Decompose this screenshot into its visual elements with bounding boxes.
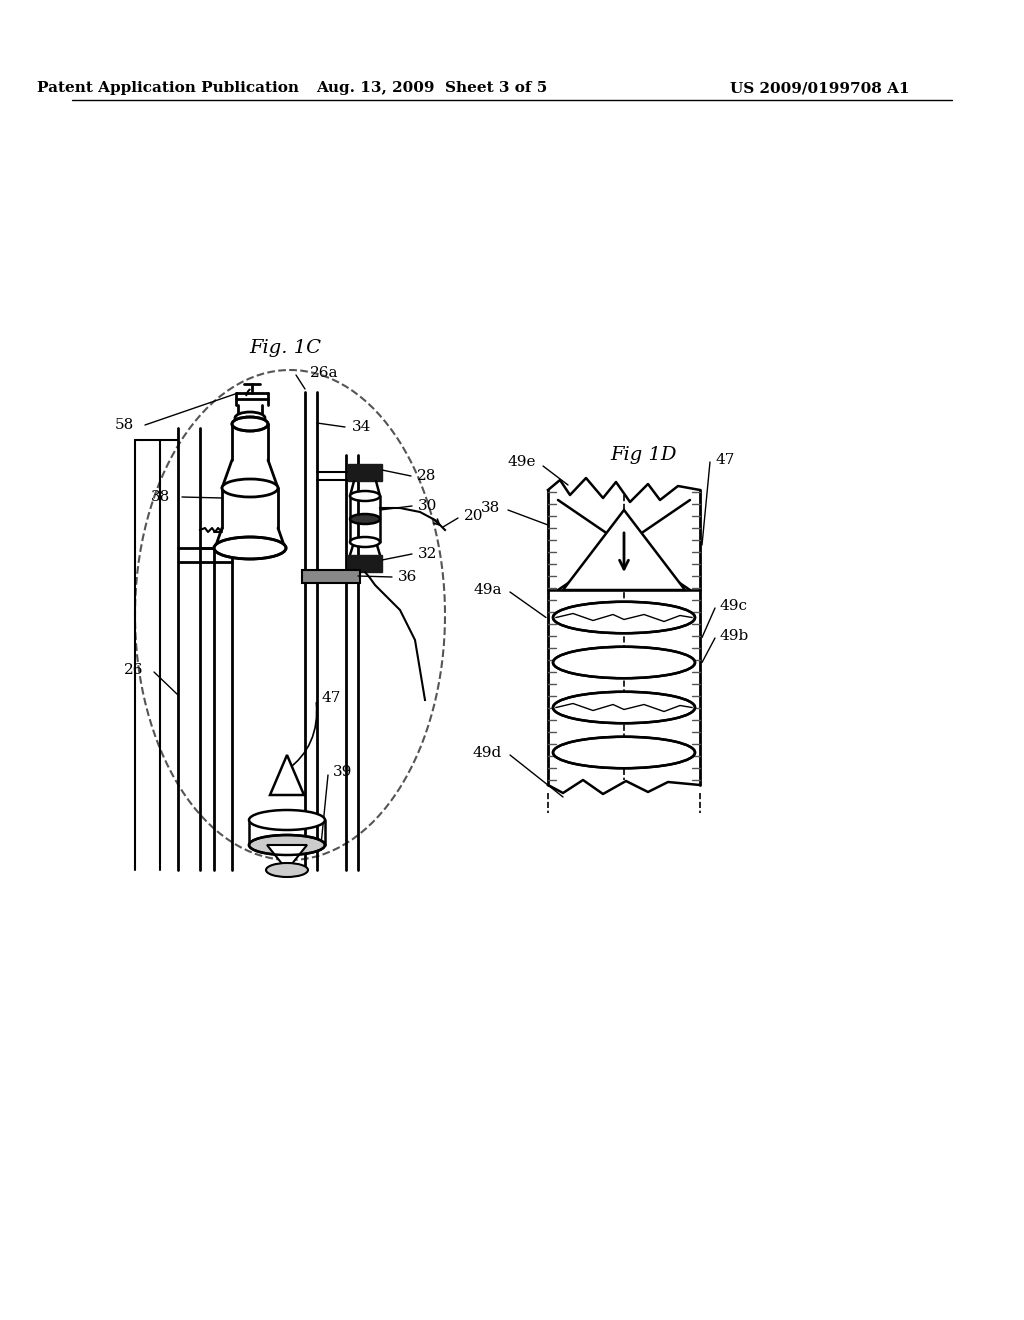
Text: 26: 26 (124, 663, 143, 677)
Ellipse shape (249, 810, 325, 830)
Ellipse shape (350, 537, 380, 546)
Polygon shape (267, 845, 307, 870)
Ellipse shape (553, 602, 695, 634)
Text: 49b: 49b (720, 630, 750, 643)
Polygon shape (348, 554, 382, 572)
Polygon shape (563, 510, 685, 590)
Text: Fig. 1C: Fig. 1C (249, 339, 321, 356)
Ellipse shape (553, 737, 695, 768)
Text: Fig 1D: Fig 1D (610, 446, 677, 465)
Text: 26a: 26a (310, 366, 339, 380)
Text: 49d: 49d (473, 746, 502, 760)
Text: 28: 28 (417, 469, 436, 483)
Ellipse shape (350, 513, 380, 524)
Text: 47: 47 (322, 690, 341, 705)
Ellipse shape (222, 479, 278, 498)
Text: 39: 39 (333, 766, 352, 779)
Ellipse shape (553, 692, 695, 723)
Ellipse shape (232, 417, 268, 432)
Text: 38: 38 (480, 502, 500, 515)
Ellipse shape (214, 537, 286, 558)
Ellipse shape (249, 836, 325, 855)
Text: US 2009/0199708 A1: US 2009/0199708 A1 (730, 81, 909, 95)
Polygon shape (270, 755, 304, 795)
Text: 49e: 49e (508, 455, 536, 469)
Text: 38: 38 (151, 490, 170, 504)
Text: Aug. 13, 2009  Sheet 3 of 5: Aug. 13, 2009 Sheet 3 of 5 (316, 81, 548, 95)
Polygon shape (348, 465, 382, 480)
Ellipse shape (553, 647, 695, 678)
Text: 30: 30 (418, 499, 437, 513)
Text: 34: 34 (352, 420, 372, 434)
Text: 58: 58 (115, 418, 134, 432)
Text: 36: 36 (398, 570, 418, 583)
Text: 20: 20 (464, 510, 483, 523)
Text: Patent Application Publication: Patent Application Publication (37, 81, 299, 95)
Text: 49a: 49a (473, 583, 502, 597)
Text: 32: 32 (418, 546, 437, 561)
Ellipse shape (350, 491, 380, 502)
Ellipse shape (234, 412, 265, 424)
Text: 49c: 49c (720, 599, 748, 612)
Ellipse shape (266, 863, 308, 876)
Polygon shape (302, 570, 360, 583)
Text: 47: 47 (716, 453, 735, 467)
